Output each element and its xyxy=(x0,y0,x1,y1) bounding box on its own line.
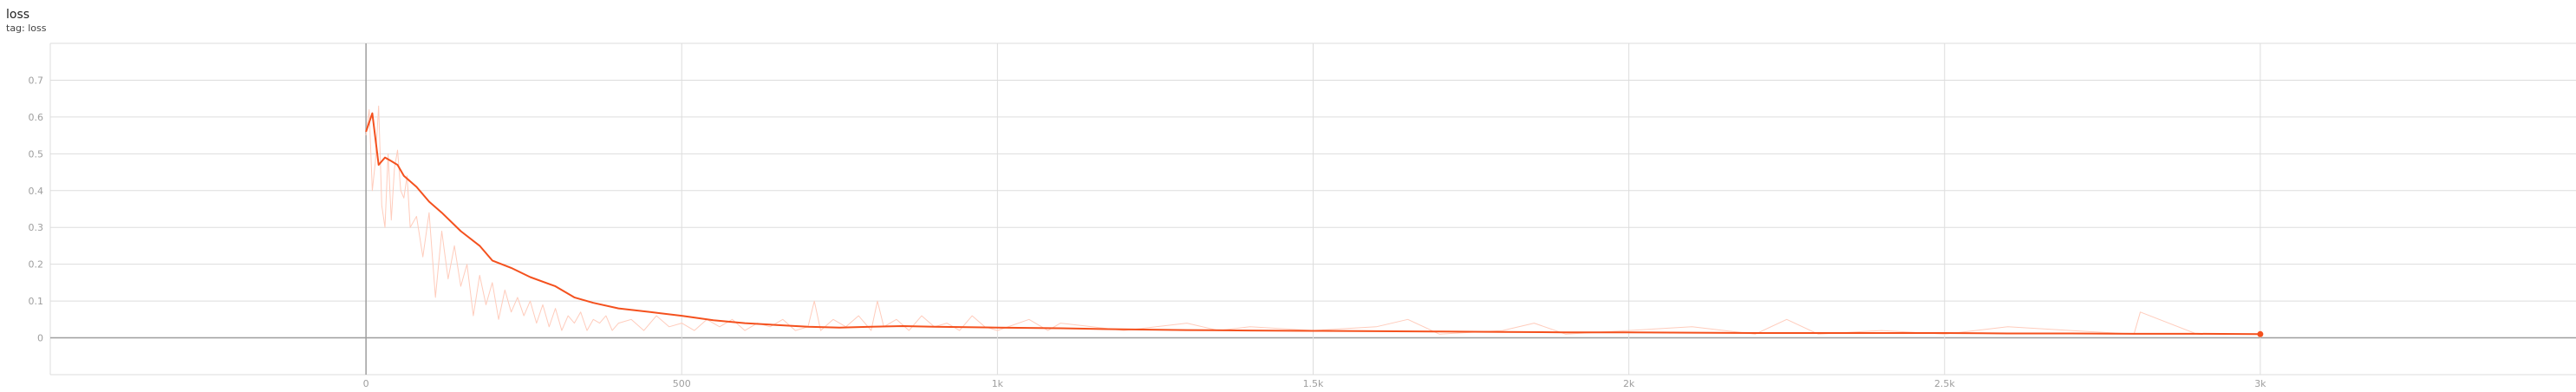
y-tick-label: 0.7 xyxy=(29,75,44,86)
last-point-marker xyxy=(2257,330,2264,337)
x-tick-label: 1k xyxy=(992,378,1004,389)
y-tick-label: 0.5 xyxy=(29,148,44,160)
smoothed-loss-line xyxy=(365,112,2260,336)
y-tick-label: 0 xyxy=(37,333,43,344)
card-title: loss xyxy=(6,8,30,22)
y-tick-label: 0.3 xyxy=(29,222,44,233)
tick-label-layer: 0 0.1 0.2 0.3 0.4 0.5 0.6 0.7 0 500 1k 1.5k 2k 2.5k 3k xyxy=(29,75,2267,389)
x-tick-label: 0 xyxy=(363,378,369,389)
x-tick-label: 2k xyxy=(1623,378,1635,389)
x-tick-label: 2.5k xyxy=(1934,378,1955,389)
x-tick-label: 3k xyxy=(2254,378,2266,389)
smoothed-series-layer xyxy=(365,112,2264,337)
y-tick-label: 0.2 xyxy=(29,259,44,271)
y-tick-label: 0.6 xyxy=(29,112,44,123)
y-tick-label: 0.4 xyxy=(29,186,44,197)
raw-loss-line xyxy=(365,105,2260,335)
raw-series-layer xyxy=(365,105,2260,335)
grid-layer xyxy=(49,42,2576,376)
y-tick-label: 0.1 xyxy=(29,296,44,307)
card-header: loss tag: loss xyxy=(6,7,47,35)
card-tag: tag: loss xyxy=(6,23,47,34)
x-tick-label: 500 xyxy=(673,378,691,389)
x-tick-label: 1.5k xyxy=(1303,378,1324,389)
